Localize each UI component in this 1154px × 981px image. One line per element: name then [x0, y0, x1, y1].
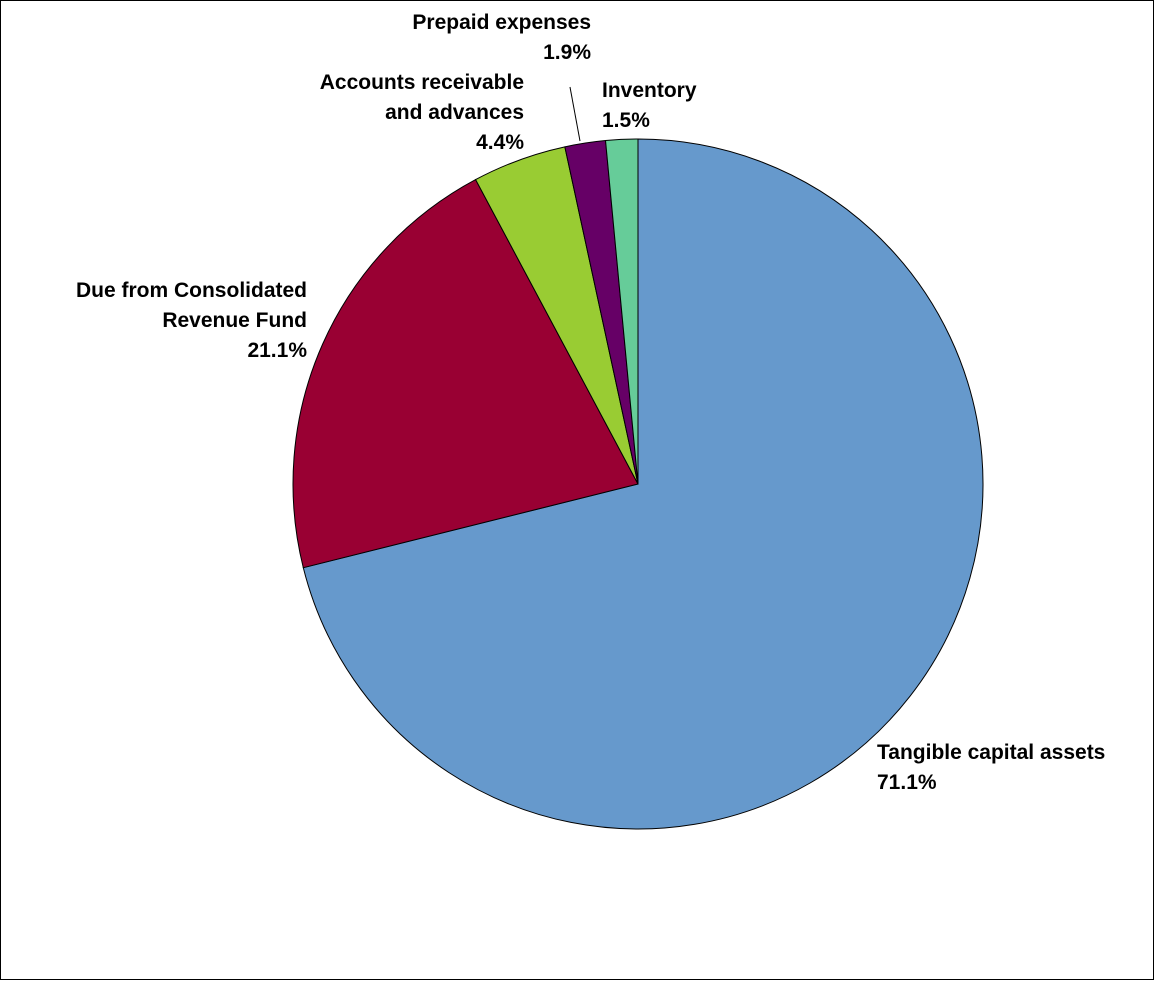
- label-prepaid-value: 1.9%: [543, 41, 591, 64]
- label-due-from-crf: Due from Consolidated Revenue Fund 21.1%: [76, 279, 307, 362]
- label-receivable-line1: Accounts receivable: [320, 71, 524, 94]
- label-inventory: Inventory 1.5%: [602, 79, 697, 132]
- label-prepaid-name: Prepaid expenses: [412, 11, 591, 34]
- pie-slices: [292, 138, 984, 830]
- slice-due-from-consolidated-revenue-fund: [292, 178, 639, 569]
- label-crf-line1: Due from Consolidated: [76, 279, 307, 302]
- prepaid-leader-line: [569, 86, 581, 142]
- label-inventory-name: Inventory: [602, 79, 697, 102]
- slice-tangible-capital-assets: [302, 138, 984, 830]
- label-crf-line2: Revenue Fund: [162, 309, 307, 332]
- label-tangible-value: 71.1%: [877, 771, 937, 794]
- label-receivable-value: 4.4%: [476, 131, 524, 154]
- label-crf-value: 21.1%: [247, 339, 307, 362]
- label-accounts-receivable: Accounts receivable and advances 4.4%: [320, 71, 525, 154]
- slice-inventory: [604, 138, 639, 485]
- label-tangible-name: Tangible capital assets: [877, 741, 1105, 764]
- label-inventory-value: 1.5%: [602, 109, 650, 132]
- label-receivable-line2: and advances: [385, 101, 524, 124]
- label-tangible-capital-assets: Tangible capital assets 71.1%: [877, 741, 1105, 794]
- label-prepaid-expenses: Prepaid expenses 1.9%: [412, 11, 591, 64]
